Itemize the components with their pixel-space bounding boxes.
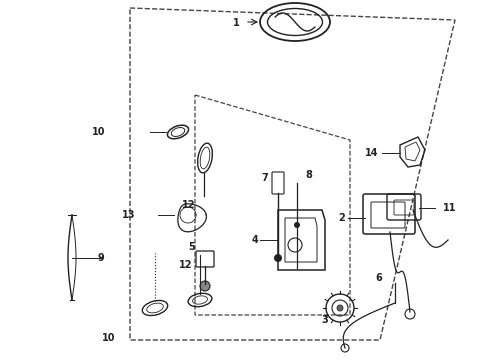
Text: 3: 3	[321, 315, 328, 325]
Text: 9: 9	[97, 253, 104, 263]
Circle shape	[200, 281, 210, 291]
Text: 12: 12	[178, 260, 192, 270]
Text: 5: 5	[188, 242, 195, 252]
Circle shape	[337, 305, 343, 311]
Text: 14: 14	[365, 148, 378, 158]
Text: 4: 4	[251, 235, 258, 245]
Text: 13: 13	[122, 210, 135, 220]
Text: 8: 8	[305, 170, 312, 180]
Text: 6: 6	[375, 273, 382, 283]
Text: 7: 7	[261, 173, 268, 183]
Text: 12: 12	[181, 200, 195, 210]
Text: 10: 10	[92, 127, 105, 137]
Circle shape	[294, 222, 300, 228]
Circle shape	[274, 254, 282, 262]
Text: 1: 1	[233, 18, 240, 28]
Text: 11: 11	[443, 203, 457, 213]
Text: 10: 10	[101, 333, 115, 343]
Text: 2: 2	[338, 213, 345, 223]
